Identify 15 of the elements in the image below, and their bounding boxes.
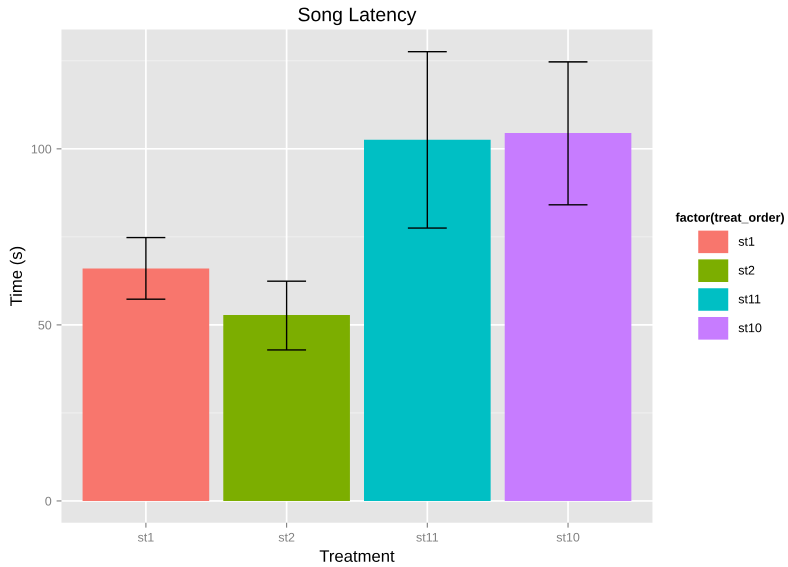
- legend-label: st2: [738, 266, 754, 275]
- legend-label: st10: [738, 323, 762, 332]
- legend-label: st1: [738, 237, 754, 246]
- y-tick-label: 0: [45, 496, 52, 506]
- x-tick-label: st11: [416, 532, 438, 542]
- legend-title: factor(treat_order): [676, 212, 784, 224]
- x-axis-title: Treatment: [320, 550, 395, 562]
- x-tick-label: st10: [556, 532, 580, 542]
- y-tick-label: 100: [32, 144, 52, 154]
- y-axis-title: Time (s): [10, 246, 26, 306]
- y-tick-label: 50: [38, 320, 52, 330]
- legend-label: st11: [738, 294, 760, 304]
- x-tick-label: st2: [278, 532, 294, 542]
- x-tick-label: st1: [138, 532, 154, 542]
- chart-title: Song Latency: [298, 8, 416, 26]
